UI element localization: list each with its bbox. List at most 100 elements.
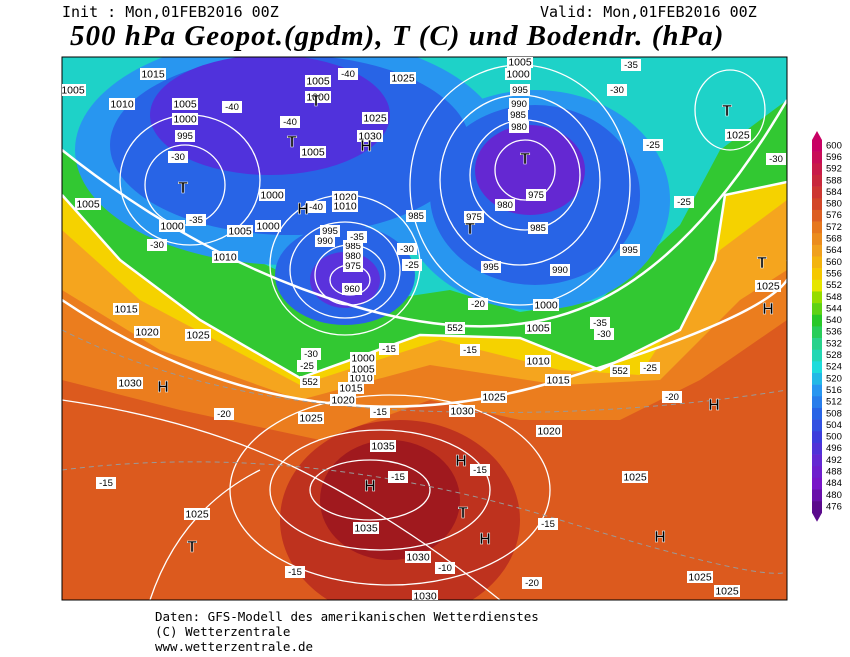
isoline-label: -40 [283, 117, 297, 128]
scale-label: 524 [826, 362, 842, 373]
scale-label: 496 [826, 443, 842, 454]
label-box [62, 84, 86, 96]
label-box [526, 189, 546, 201]
isoline-label: 985 [510, 110, 526, 121]
isoline-label: 975 [345, 261, 361, 272]
isoline-label: 1000 [260, 189, 284, 201]
isoline-label: 985 [408, 211, 424, 222]
isoline-label: -15 [382, 344, 396, 355]
label-box [460, 344, 480, 356]
label-box [495, 199, 515, 211]
label-box [621, 59, 641, 71]
scale-label: 532 [826, 338, 842, 349]
label-box [481, 261, 501, 273]
isoline-label: 1025 [363, 112, 387, 124]
isoline-label: -35 [350, 232, 364, 243]
isoline-label: 1015 [546, 374, 570, 386]
isoline-label: -40 [225, 102, 239, 113]
isoline-label: 1020 [331, 394, 355, 406]
isoline-label: 1005 [173, 98, 197, 110]
isoline-label: 1010 [526, 355, 550, 367]
pressure-center: H [297, 201, 309, 218]
label-box [550, 264, 570, 276]
label-box [755, 280, 781, 292]
isoline-label: 1025 [715, 585, 739, 597]
label-box [522, 577, 542, 589]
label-box [330, 394, 356, 406]
label-box [285, 566, 305, 578]
scale-label: 480 [826, 490, 842, 501]
isoline-label: 1005 [301, 146, 325, 158]
isoline-label: 980 [345, 251, 361, 262]
isoline-label: -15 [288, 567, 302, 578]
isoline-label: 1025 [391, 72, 415, 84]
scale-label: 492 [826, 455, 842, 466]
scale-label: 508 [826, 408, 842, 419]
field [320, 440, 460, 560]
scale-label: 520 [826, 373, 842, 384]
scale-label: 584 [826, 187, 842, 198]
isoline-label: -35 [593, 318, 607, 329]
label-box [536, 425, 562, 437]
label-box [388, 471, 408, 483]
scale-label: 484 [826, 478, 842, 489]
scale-label: 576 [826, 210, 842, 221]
label-box [766, 153, 786, 165]
scale-swatch [812, 186, 822, 199]
isoline-label: 985 [345, 241, 361, 252]
isoline-label: -15 [391, 472, 405, 483]
isoline-label: 1000 [160, 220, 184, 232]
isoline-label: -30 [597, 329, 611, 340]
label-box [509, 98, 529, 110]
isoline-label: 552 [447, 323, 463, 334]
isoline-label: 1000 [534, 299, 558, 311]
label-box [117, 377, 143, 389]
scale-label: 572 [826, 222, 842, 233]
scale-label: 540 [826, 315, 842, 326]
label-box [357, 130, 383, 142]
isoline-label: 1030 [358, 130, 382, 142]
isoline-label: 1000 [306, 91, 330, 103]
label-box [505, 68, 531, 80]
isoline-label: 1005 [306, 75, 330, 87]
scale-label: 600 [826, 140, 842, 151]
scale-label: 564 [826, 245, 842, 256]
label-box [298, 412, 324, 424]
isoline-label: 1025 [726, 129, 750, 141]
label-box [379, 343, 399, 355]
label-box [255, 220, 281, 232]
isoline-label: 1000 [351, 352, 375, 364]
label-box [172, 113, 198, 125]
isoline-label: 975 [466, 212, 482, 223]
pressure-center: T [722, 103, 732, 120]
isoline-label: 985 [530, 223, 546, 234]
label-box [280, 116, 300, 128]
isoline-label: 1020 [135, 326, 159, 338]
scale-swatch [812, 233, 822, 246]
label-box [300, 146, 326, 158]
isoline-label: 1010 [110, 98, 134, 110]
isoline-label: -30 [400, 244, 414, 255]
label-box [227, 225, 253, 237]
scale-swatch [812, 163, 822, 176]
scale-swatch [812, 384, 822, 397]
isoline-label: 552 [302, 377, 318, 388]
label-box [468, 298, 488, 310]
scale-swatch [812, 151, 822, 164]
label-box [168, 151, 188, 163]
isoline-label: -20 [525, 578, 539, 589]
pressure-center: T [187, 539, 197, 556]
label-box [449, 405, 475, 417]
isoline-label: -25 [300, 361, 314, 372]
label-box [405, 551, 431, 563]
label-box [464, 211, 484, 223]
label-box [714, 585, 740, 597]
scale-swatch [812, 279, 822, 292]
height-contours [62, 99, 787, 408]
label-box [607, 84, 627, 96]
label-box [347, 231, 367, 243]
label-box [390, 72, 416, 84]
isoline-label: -30 [769, 154, 783, 165]
